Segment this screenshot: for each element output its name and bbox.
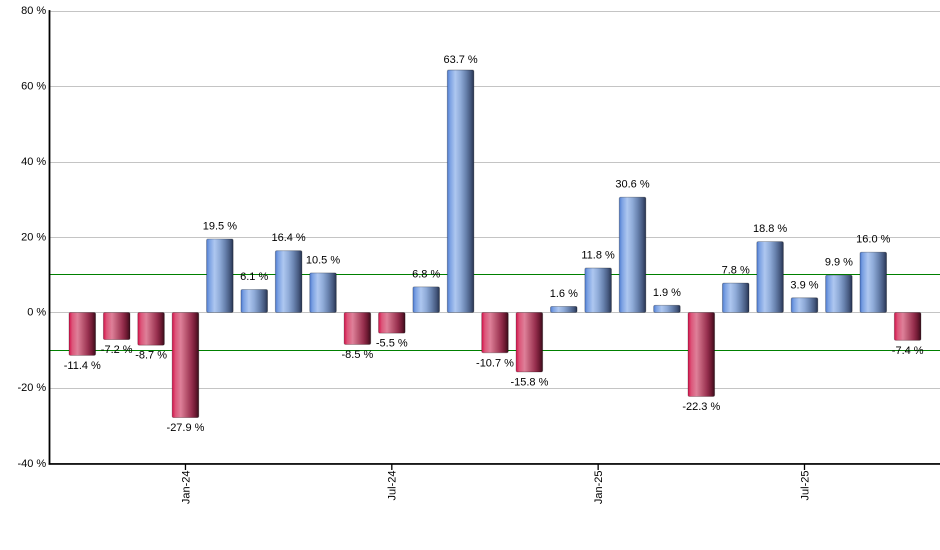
svg-text:9.9 %: 9.9 % <box>825 257 853 269</box>
svg-text:-11.4 %: -11.4 % <box>64 360 101 372</box>
svg-text:-8.5 %: -8.5 % <box>342 349 374 361</box>
svg-text:16.4 %: 16.4 % <box>271 232 305 244</box>
svg-text:-20 %: -20 % <box>17 382 46 394</box>
svg-text:Jul-25: Jul-25 <box>799 471 811 501</box>
svg-text:Jan-25: Jan-25 <box>593 471 605 505</box>
svg-text:-22.3 %: -22.3 % <box>682 401 720 413</box>
svg-text:-15.8 %: -15.8 % <box>510 377 548 389</box>
svg-text:-40 %: -40 % <box>17 458 46 470</box>
svg-text:-7.4 %: -7.4 % <box>892 345 924 357</box>
svg-text:40 %: 40 % <box>21 156 46 168</box>
svg-text:18.8 %: 18.8 % <box>753 223 787 235</box>
svg-text:30.6 %: 30.6 % <box>615 179 649 191</box>
svg-text:3.9 %: 3.9 % <box>790 279 818 291</box>
svg-text:6.1 %: 6.1 % <box>240 271 268 283</box>
svg-text:-8.7 %: -8.7 % <box>135 350 167 362</box>
svg-text:6.8 %: 6.8 % <box>412 268 440 280</box>
svg-text:-5.5 %: -5.5 % <box>376 338 408 350</box>
svg-text:19.5 %: 19.5 % <box>203 221 237 233</box>
svg-text:63.7 %: 63.7 % <box>443 54 477 66</box>
svg-text:Jan-24: Jan-24 <box>180 471 192 505</box>
svg-text:7.8 %: 7.8 % <box>722 265 750 277</box>
svg-text:11.8 %: 11.8 % <box>581 250 615 262</box>
svg-text:-7.2 %: -7.2 % <box>101 344 133 356</box>
svg-text:0 %: 0 % <box>27 307 46 319</box>
svg-text:-27.9 %: -27.9 % <box>167 422 205 434</box>
svg-text:1.6 %: 1.6 % <box>550 288 578 300</box>
svg-text:10.5 %: 10.5 % <box>306 254 340 266</box>
svg-text:80 %: 80 % <box>21 5 46 17</box>
svg-text:16.0 %: 16.0 % <box>856 234 890 246</box>
svg-text:-10.7 %: -10.7 % <box>476 357 514 369</box>
svg-text:1.9 %: 1.9 % <box>653 287 681 299</box>
svg-text:Jul-24: Jul-24 <box>387 471 399 501</box>
svg-text:20 %: 20 % <box>21 231 46 243</box>
svg-text:60 %: 60 % <box>21 81 46 93</box>
